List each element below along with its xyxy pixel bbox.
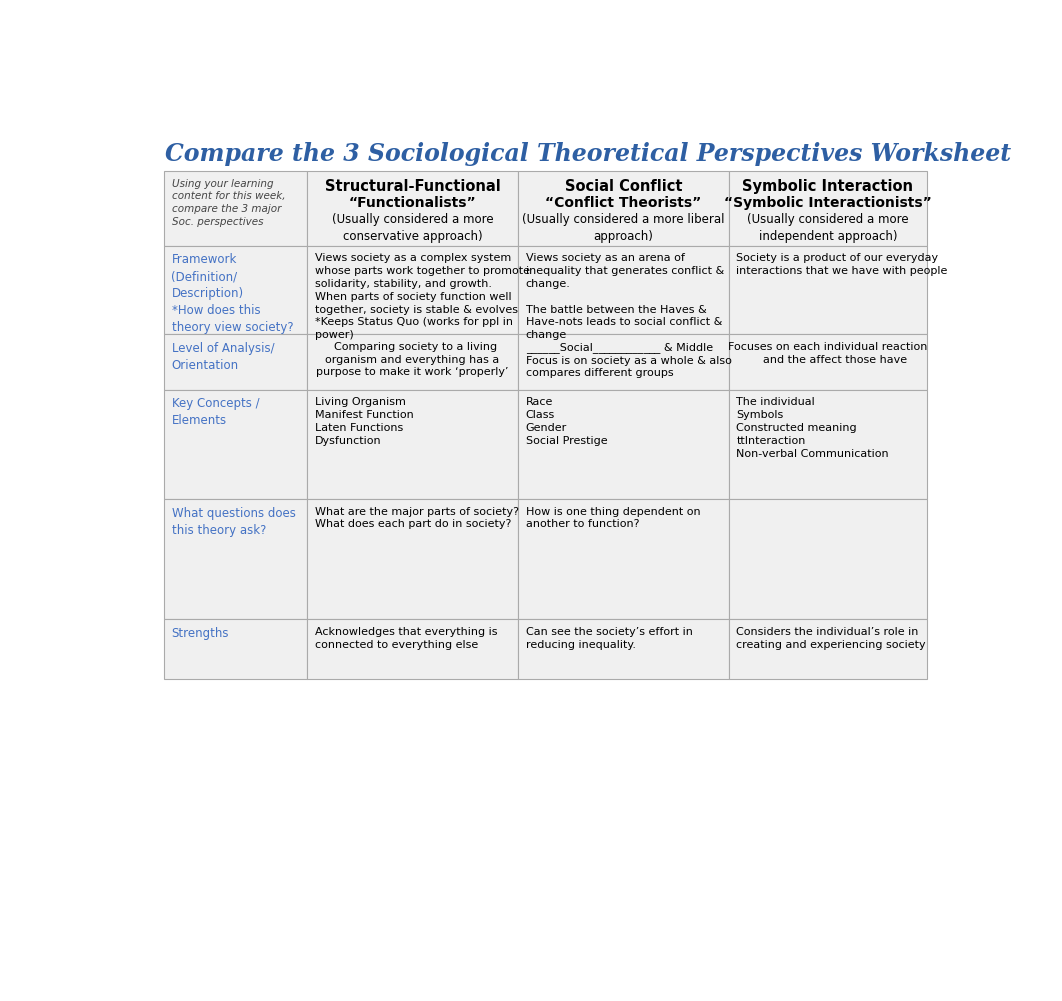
Text: Using your learning
content for this week,
compare the 3 major
Soc. perspectives: Using your learning content for this wee…	[171, 178, 285, 227]
Bar	[729, 334, 927, 389]
Text: ______Social____________ & Middle
Focus is on society as a whole & also
compares: ______Social____________ & Middle Focus …	[526, 342, 732, 378]
Bar	[164, 619, 307, 679]
Bar	[518, 171, 729, 245]
Bar	[518, 245, 729, 334]
Text: Comparing society to a living
organism and everything has a
purpose to make it w: Comparing society to a living organism a…	[316, 342, 509, 377]
Text: What questions does
this theory ask?: What questions does this theory ask?	[171, 507, 295, 537]
Text: Can see the society’s effort in
reducing inequality.: Can see the society’s effort in reducing…	[526, 627, 692, 650]
Bar	[164, 389, 307, 498]
Bar	[164, 334, 307, 389]
Text: Race
Class
Gender
Social Prestige: Race Class Gender Social Prestige	[526, 397, 607, 445]
Text: Framework
(Definition/
Description)
*How does this
theory view society?: Framework (Definition/ Description) *How…	[171, 253, 293, 334]
Text: Considers the individual’s role in
creating and experiencing society: Considers the individual’s role in creat…	[736, 627, 926, 650]
Bar	[307, 171, 518, 245]
Text: (Usually considered a more liberal
approach): (Usually considered a more liberal appro…	[523, 212, 724, 242]
Text: Compare the 3 Sociological Theoretical Perspectives Worksheet: Compare the 3 Sociological Theoretical P…	[166, 142, 1011, 166]
Bar	[518, 619, 729, 679]
Bar	[307, 619, 518, 679]
Text: Acknowledges that everything is
connected to everything else: Acknowledges that everything is connecte…	[314, 627, 497, 650]
Text: (Usually considered a more
independent approach): (Usually considered a more independent a…	[747, 212, 909, 242]
Text: Level of Analysis/
Orientation: Level of Analysis/ Orientation	[171, 342, 274, 372]
Text: Social Conflict: Social Conflict	[565, 178, 682, 193]
Bar	[307, 245, 518, 334]
Text: (Usually considered a more
conservative approach): (Usually considered a more conservative …	[331, 212, 494, 242]
Bar	[307, 498, 518, 619]
Bar	[307, 334, 518, 389]
Text: Living Organism
Manifest Function
Laten Functions
Dysfunction: Living Organism Manifest Function Laten …	[314, 397, 413, 445]
Text: Structural-Functional: Structural-Functional	[325, 178, 500, 193]
Bar	[164, 498, 307, 619]
Text: “Conflict Theorists”: “Conflict Theorists”	[545, 195, 701, 209]
Text: Strengths: Strengths	[171, 627, 229, 640]
Bar	[729, 171, 927, 245]
Bar	[518, 334, 729, 389]
Bar	[307, 389, 518, 498]
Text: Focuses on each individual reaction
    and the affect those have: Focuses on each individual reaction and …	[729, 342, 927, 364]
Text: “Symbolic Interactionists”: “Symbolic Interactionists”	[724, 195, 931, 209]
Bar	[729, 619, 927, 679]
Bar	[518, 389, 729, 498]
Text: Key Concepts /
Elements: Key Concepts / Elements	[171, 397, 259, 427]
Text: Society is a product of our everyday
interactions that we have with people: Society is a product of our everyday int…	[736, 253, 948, 276]
Text: How is one thing dependent on
another to function?: How is one thing dependent on another to…	[526, 507, 700, 530]
Bar	[729, 389, 927, 498]
Bar	[518, 498, 729, 619]
Bar	[729, 245, 927, 334]
Bar	[729, 498, 927, 619]
Text: What are the major parts of society?
What does each part do in society?: What are the major parts of society? Wha…	[314, 507, 519, 530]
Text: Views society as a complex system
whose parts work together to promote
solidarit: Views society as a complex system whose …	[314, 253, 530, 340]
Bar	[164, 245, 307, 334]
Text: The individual
Symbols
Constructed meaning
ttInteraction
Non-verbal Communicatio: The individual Symbols Constructed meani…	[736, 397, 889, 458]
Text: Symbolic Interaction: Symbolic Interaction	[742, 178, 913, 193]
Bar	[164, 171, 307, 245]
Text: “Functionalists”: “Functionalists”	[348, 195, 477, 209]
Text: Views society as an arena of
inequality that generates conflict &
change.

The b: Views society as an arena of inequality …	[526, 253, 724, 340]
